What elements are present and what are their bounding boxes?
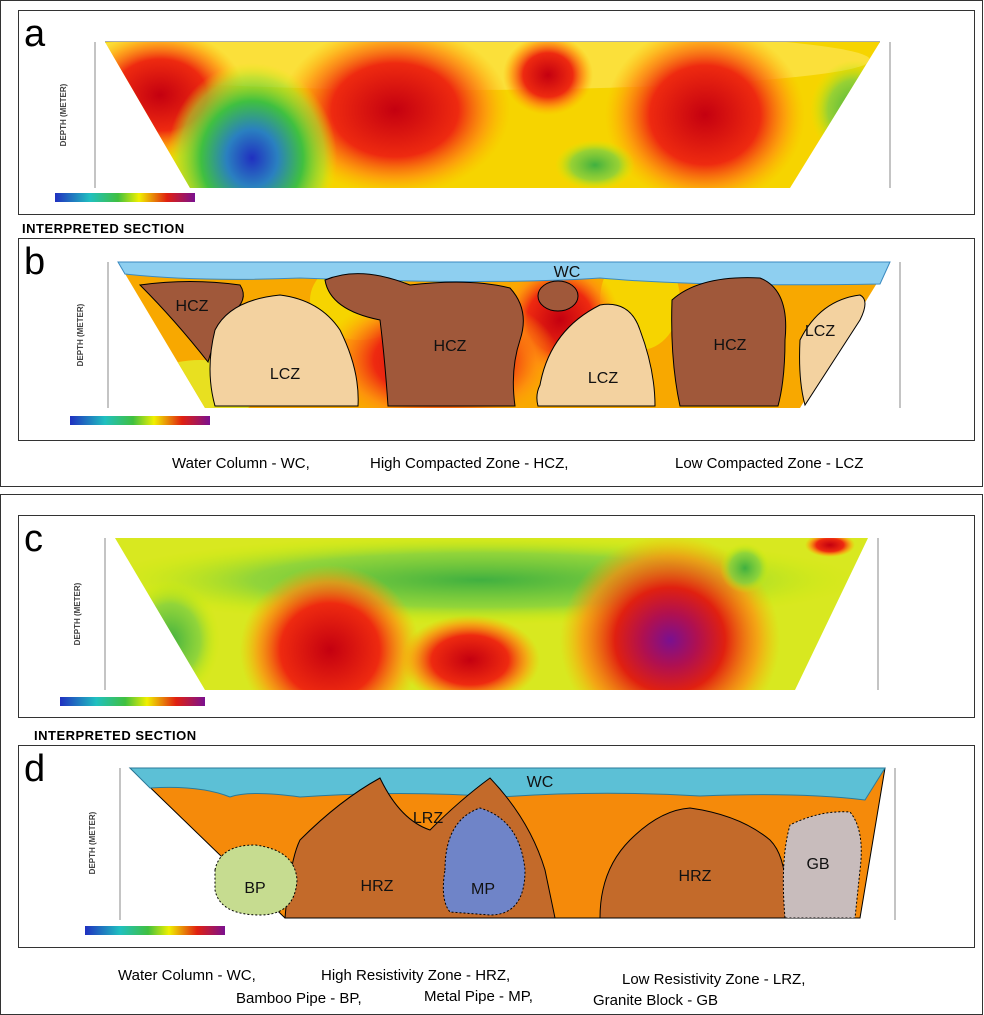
zone-label: GB (806, 856, 829, 873)
blob (605, 25, 805, 205)
caption: Low Compacted Zone - LCZ (675, 455, 863, 472)
zone-label: LCZ (805, 323, 835, 340)
caption: Water Column - WC, (172, 455, 310, 472)
panel-letter: d (24, 748, 45, 790)
zone-label: HRZ (679, 868, 712, 885)
section-heading: INTERPRETED SECTION (34, 728, 197, 743)
zone-label: LCZ (270, 366, 300, 383)
caption: Water Column - WC, (118, 967, 256, 984)
panel-letter: b (24, 241, 45, 283)
zone-label: HCZ (176, 298, 209, 315)
zone-label: LCZ (588, 370, 618, 387)
color-bar (70, 416, 210, 425)
axis-label: DEPTH (METER) (88, 811, 97, 874)
zone-label: HCZ (434, 338, 467, 355)
zone-label: LRZ (413, 810, 443, 827)
blob (555, 140, 635, 190)
figure: INTERPRETED SECTION WC HCZ LCZ HCZ LCZ H… (0, 0, 984, 1015)
panel-letter: a (24, 13, 46, 55)
zone-label: HRZ (361, 878, 394, 895)
axis-label: DEPTH (METER) (59, 83, 68, 146)
axis-label: DEPTH (METER) (73, 582, 82, 645)
blob (503, 35, 593, 115)
zone-label: HCZ (714, 337, 747, 354)
color-bar (60, 697, 205, 706)
blob (167, 63, 337, 253)
zone-label: WC (554, 264, 581, 281)
panel-letter: c (24, 518, 43, 560)
section-heading: INTERPRETED SECTION (22, 221, 185, 236)
zone-label: MP (471, 881, 495, 898)
zone-label: WC (527, 774, 554, 791)
axis-label: DEPTH (METER) (76, 303, 85, 366)
caption: Low Resistivity Zone - LRZ, (622, 971, 805, 988)
caption: Bamboo Pipe - BP, (236, 990, 362, 1007)
color-bar (55, 193, 195, 202)
caption: Metal Pipe - MP, (424, 988, 533, 1005)
blob (538, 281, 578, 311)
color-bar (85, 926, 225, 935)
zone-label: BP (244, 880, 265, 897)
caption: High Resistivity Zone - HRZ, (321, 967, 510, 984)
caption: High Compacted Zone - HCZ, (370, 455, 568, 472)
blob (720, 543, 770, 593)
caption: Granite Block - GB (593, 992, 718, 1009)
